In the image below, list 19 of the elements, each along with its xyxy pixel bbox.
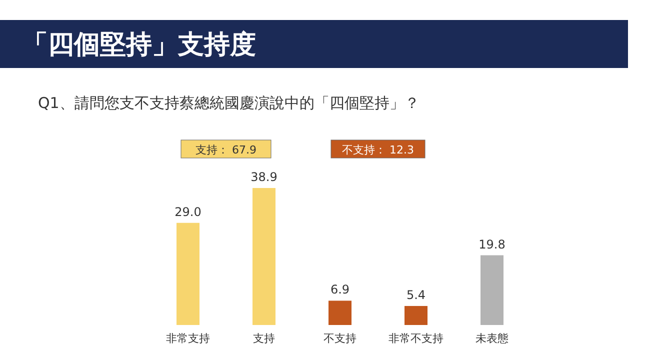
chart-title: 「四個堅持」支持度: [22, 30, 256, 60]
x-tick-label: 不支持: [324, 332, 356, 345]
chart-subtitle: Q1、請問您支不支持蔡總統國慶演說中的「四個堅持」？: [38, 94, 420, 112]
data-label: 29.0: [174, 204, 202, 219]
bar: [328, 300, 352, 325]
bar: [480, 255, 504, 325]
text: 支持： 67.9: [196, 144, 256, 156]
data-label: 5.4: [406, 288, 426, 302]
x-tick-label: 非常支持: [166, 332, 210, 345]
bar: [252, 188, 276, 325]
data-label: 6.9: [330, 282, 350, 297]
text: 不支持： 12.3: [342, 144, 414, 156]
x-tick-label: 非常不支持: [388, 332, 444, 345]
bar: [176, 222, 200, 325]
x-tick-label: 未表態: [476, 332, 508, 345]
data-label: 38.9: [250, 170, 278, 184]
data-label: 19.8: [478, 237, 506, 252]
bar: [404, 306, 428, 325]
x-tick-label: 支持: [253, 332, 275, 345]
